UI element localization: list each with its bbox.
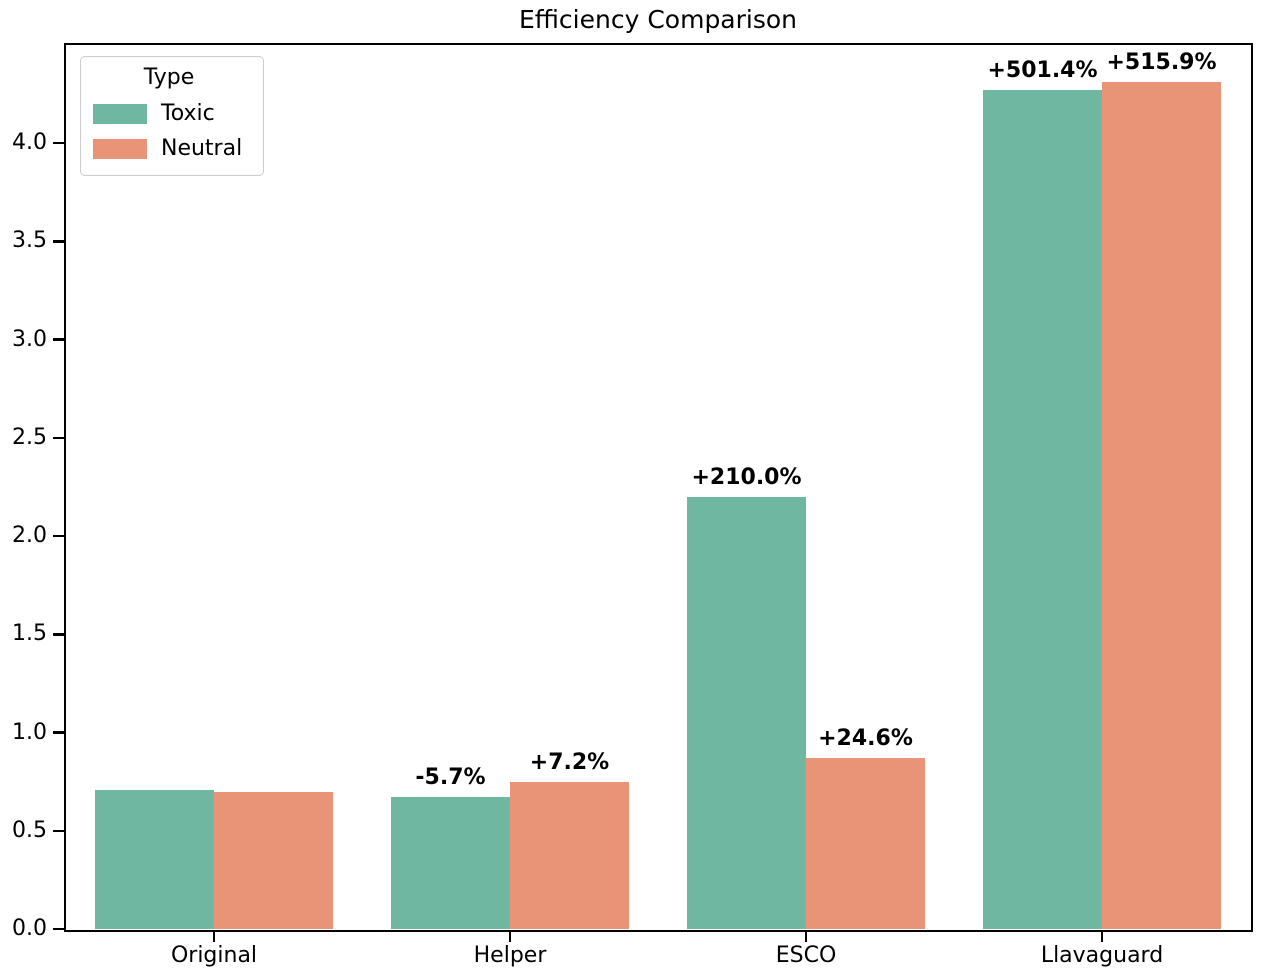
y-tick-label: 3.5 (12, 228, 47, 254)
y-tick-label: 4.0 (12, 130, 47, 156)
y-tick-mark (53, 436, 64, 440)
annotation-toxic-llavaguard: +501.4% (987, 58, 1098, 84)
y-tick-label: 0.0 (12, 916, 47, 941)
bar-toxic-helper (391, 797, 510, 929)
x-tick-label-esco: ESCO (775, 943, 837, 968)
bar-toxic-original (95, 789, 214, 929)
chart-title: Efficiency Comparison (518, 5, 798, 34)
x-tick-label-original: Original (170, 943, 258, 968)
plot-area: Original -5.7% +7.2% Helper +210.0% +24.6% ESC… (12, 42, 1253, 968)
legend-label-toxic: Toxic (161, 101, 215, 126)
y-tick-mark (53, 633, 64, 636)
bar-neutral-esco (806, 758, 925, 929)
y-tick-label: 1.5 (12, 621, 47, 647)
x-tick-label-helper: Helper (473, 943, 547, 968)
bars-layer: Original -5.7% +7.2% Helper +210.0% +24.6% ESC… (12, 45, 1250, 968)
bar-neutral-helper (510, 781, 629, 929)
legend: Type Toxic Neutral (80, 56, 264, 176)
annotation-neutral-llavaguard: +515.9% (1106, 50, 1217, 76)
bar-neutral-llavaguard (1102, 82, 1221, 929)
legend-item-neutral: Neutral (93, 136, 245, 162)
y-tick-mark (53, 731, 64, 734)
annotation-toxic-esco: +210.0% (691, 464, 802, 490)
y-tick-mark (53, 534, 64, 538)
y-tick-mark (53, 141, 64, 145)
bar-neutral-original (214, 791, 333, 929)
toxic-color-swatch (93, 104, 147, 124)
y-tick-label: 2.0 (12, 523, 47, 549)
bar-toxic-esco (687, 496, 806, 929)
x-tick-mark-llavaguard (1100, 931, 1104, 942)
legend-item-toxic: Toxic (93, 101, 245, 127)
y-tick-mark (53, 927, 64, 931)
legend-label-neutral: Neutral (161, 136, 243, 161)
bar-toxic-llavaguard (983, 90, 1102, 929)
annotation-neutral-helper: +7.2% (529, 749, 610, 775)
legend-title: Type (143, 65, 195, 90)
y-tick-label: 3.0 (12, 326, 47, 352)
x-tick-mark-esco (804, 931, 808, 942)
y-tick-label: 1.0 (12, 719, 47, 745)
y-tick-mark (53, 338, 64, 341)
annotation-neutral-esco: +24.6% (818, 726, 913, 752)
y-tick-mark (53, 829, 64, 833)
neutral-color-swatch (93, 139, 147, 159)
x-tick-mark-original (212, 931, 216, 942)
y-tick-label: 2.5 (12, 424, 47, 450)
y-tick-label: 0.5 (12, 817, 47, 843)
annotation-toxic-helper: -5.7% (415, 765, 486, 791)
y-tick-mark (53, 240, 64, 243)
x-tick-label-llavaguard: Llavaguard (1040, 943, 1164, 968)
x-tick-mark-helper (508, 931, 512, 942)
